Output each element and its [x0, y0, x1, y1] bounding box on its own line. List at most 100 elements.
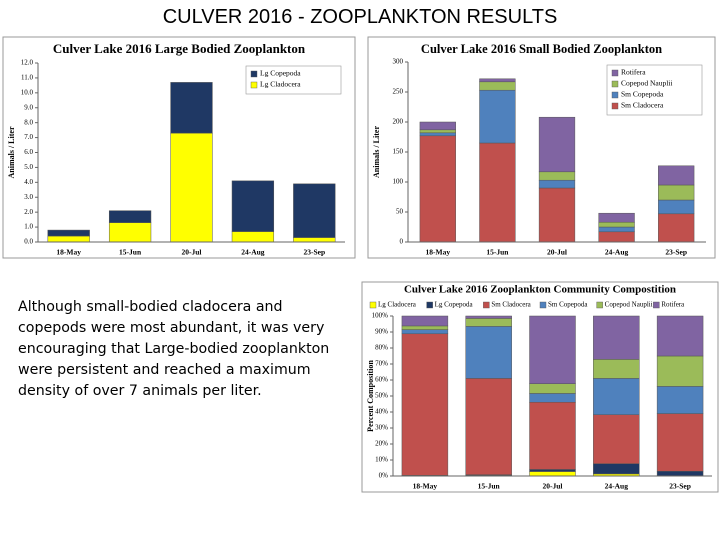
y-axis-label: Animals / Liter	[372, 126, 381, 178]
bar-segment	[419, 132, 456, 137]
legend-label: Sm Copepoda	[548, 301, 588, 309]
legend-swatch	[426, 301, 433, 309]
x-tick-label: 23-Sep	[303, 248, 325, 257]
bar-segment	[598, 221, 635, 228]
y-tick-label: 2.0	[24, 208, 33, 216]
bar-segment	[593, 414, 640, 464]
x-tick-label: 20-Jul	[542, 482, 562, 491]
legend-label: Rotifera	[661, 301, 685, 309]
bar-segment	[598, 231, 635, 243]
y-tick-label: 20%	[375, 440, 388, 448]
bar-segment	[465, 378, 512, 475]
slide-title: CULVER 2016 - ZOOPLANKTON RESULTS	[162, 6, 558, 28]
y-tick-label: 3.0	[24, 193, 33, 201]
y-tick-label: 150	[393, 148, 404, 156]
y-tick-label: 10%	[375, 456, 388, 464]
bar-segment	[593, 359, 640, 379]
legend-swatch	[369, 301, 377, 309]
x-tick-label: 20-Jul	[547, 248, 567, 257]
legend-swatch	[539, 301, 547, 309]
bar-segment	[529, 393, 576, 403]
bar-segment	[479, 78, 516, 83]
bar-segment	[419, 121, 456, 131]
y-tick-label: 9.0	[24, 103, 33, 111]
y-tick-label: 7.0	[24, 133, 33, 141]
bar-segment	[656, 386, 704, 414]
y-tick-label: 8.0	[24, 118, 33, 126]
bar-segment	[529, 315, 576, 384]
y-axis-label: Animals / Liter	[7, 126, 16, 178]
chart-title: Culver Lake 2016 Large Bodied Zooplankto…	[53, 41, 306, 56]
legend-label: Rotifera	[621, 68, 646, 77]
bar-segment	[401, 325, 449, 330]
bar-segment	[598, 212, 635, 223]
bar-segment	[598, 226, 635, 233]
y-tick-label: 30%	[375, 424, 388, 432]
body-text: Although small-bodied cladocera and cope…	[18, 299, 330, 399]
bar-segment	[401, 329, 449, 335]
bar-segment	[293, 183, 336, 238]
bar-segment	[231, 180, 275, 232]
y-tick-label: 40%	[375, 408, 388, 416]
bar-segment	[401, 315, 449, 327]
legend-label: Copepod Nauplii	[621, 79, 672, 88]
x-tick-label: 18-May	[56, 248, 81, 257]
legend-swatch	[250, 70, 258, 78]
bar-segment	[419, 135, 456, 243]
bar-segment	[538, 116, 576, 173]
y-tick-label: 0.0	[24, 238, 33, 246]
bar-segment	[593, 315, 640, 360]
legend-swatch	[653, 301, 660, 309]
bar-segment	[538, 187, 576, 243]
bar-segment	[170, 82, 213, 134]
bar-segment	[479, 81, 516, 91]
y-tick-label: 100%	[372, 312, 389, 320]
bar-segment	[529, 383, 576, 394]
legend-swatch	[611, 80, 619, 88]
x-tick-label: 15-Jun	[486, 248, 509, 257]
y-tick-label: 0%	[379, 472, 389, 480]
y-tick-label: 50%	[375, 392, 388, 400]
y-tick-label: 10.0	[21, 88, 34, 96]
legend-swatch	[611, 69, 619, 77]
y-tick-label: 1.0	[24, 223, 33, 231]
y-tick-label: 300	[393, 58, 404, 66]
legend-label: Lg Cladocera	[260, 80, 301, 89]
bar-segment	[465, 318, 512, 327]
chart-title: Culver Lake 2016 Zooplankton Community C…	[404, 284, 676, 296]
y-tick-label: 50	[396, 208, 404, 216]
legend-swatch	[596, 301, 603, 309]
x-tick-label: 18-May	[426, 248, 451, 257]
legend-label: Lg Cladocera	[378, 301, 417, 309]
y-tick-label: 12.0	[21, 59, 34, 67]
legend-swatch	[611, 102, 619, 110]
legend-swatch	[250, 81, 258, 89]
y-tick-label: 90%	[375, 328, 388, 336]
bar-segment	[47, 229, 90, 237]
y-tick-label: 11.0	[21, 74, 33, 82]
bar-segment	[293, 237, 336, 243]
bar-segment	[538, 179, 576, 189]
legend-box	[245, 65, 342, 95]
bar-segment	[593, 463, 640, 475]
bar-segment	[465, 326, 512, 379]
legend-label: Sm Copepoda	[621, 90, 664, 99]
legend-label: Sm Cladocera	[621, 101, 664, 110]
y-tick-label: 100	[393, 178, 404, 186]
bar-segment	[529, 471, 576, 477]
bar-segment	[529, 469, 576, 472]
y-tick-label: 70%	[375, 360, 388, 368]
x-tick-label: 15-Jun	[119, 248, 142, 257]
bar-segment	[656, 413, 704, 472]
y-tick-label: 250	[393, 88, 404, 96]
bar-segment	[658, 213, 695, 243]
y-axis-label: Percent Composition	[366, 360, 375, 432]
bar-segment	[658, 184, 695, 201]
x-tick-label: 20-Jul	[181, 248, 201, 257]
y-tick-label: 6.0	[24, 148, 33, 156]
x-tick-label: 23-Sep	[669, 482, 691, 491]
bar-segment	[538, 171, 576, 181]
legend-box	[606, 64, 703, 116]
